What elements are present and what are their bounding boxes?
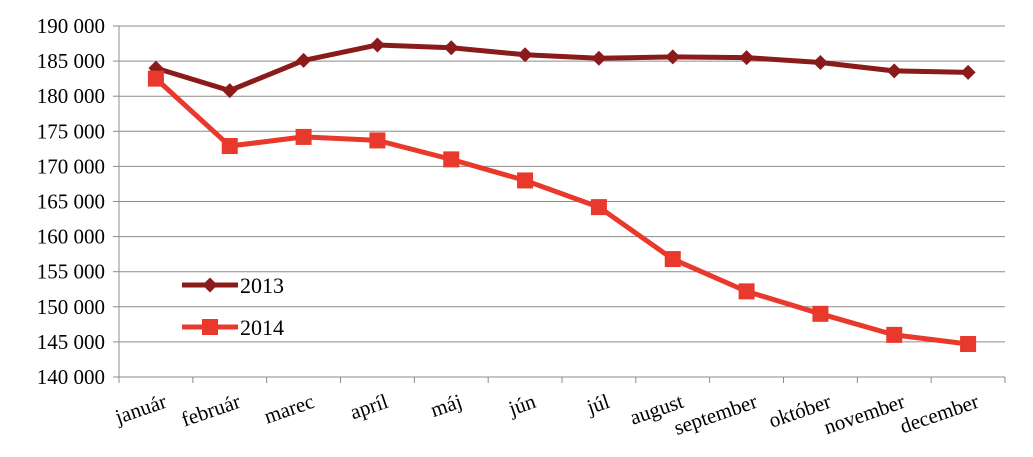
data-point bbox=[590, 199, 607, 216]
y-tick-label: 150 000 bbox=[37, 295, 105, 319]
y-tick-label: 185 000 bbox=[37, 49, 105, 73]
y-tick-label: 140 000 bbox=[37, 365, 105, 389]
data-point bbox=[960, 64, 976, 80]
data-point bbox=[812, 55, 828, 71]
data-point bbox=[369, 37, 385, 53]
x-tick-label: február bbox=[178, 389, 243, 431]
data-point bbox=[960, 336, 977, 353]
x-tick-labels: január február marec apríl máj jún júl augustse… bbox=[111, 389, 982, 440]
data-point bbox=[812, 305, 829, 322]
gridlines bbox=[119, 25, 1005, 343]
data-point bbox=[738, 283, 755, 300]
x-tick-label: apríl bbox=[347, 389, 391, 424]
data-point bbox=[147, 70, 164, 87]
y-tick-label: 165 000 bbox=[37, 190, 105, 214]
y-tick-label: 155 000 bbox=[37, 260, 105, 284]
axes bbox=[113, 25, 1006, 383]
data-point bbox=[443, 40, 459, 56]
x-tick-label: november bbox=[821, 389, 908, 439]
legend-label: 2013 bbox=[240, 273, 284, 298]
y-tick-labels: 140 000 145 000 150 000 155 000 160 000 165 0… bbox=[37, 14, 105, 389]
data-point bbox=[295, 128, 312, 145]
x-tick-label: september bbox=[671, 389, 760, 440]
series-2014 bbox=[147, 70, 977, 353]
y-tick-label: 145 000 bbox=[37, 330, 105, 354]
data-point bbox=[517, 47, 533, 63]
x-tick-label: máj bbox=[427, 389, 465, 422]
x-tick-label: január bbox=[111, 389, 169, 429]
legend-marker bbox=[202, 277, 218, 293]
data-point bbox=[221, 138, 238, 155]
legend: 2013 2014 bbox=[182, 273, 284, 340]
x-tick-label: december bbox=[897, 389, 982, 438]
data-point bbox=[886, 326, 903, 343]
series-lines bbox=[147, 37, 977, 353]
y-tick-label: 160 000 bbox=[37, 225, 105, 249]
data-point bbox=[222, 83, 238, 99]
x-tick-label: júl bbox=[583, 389, 613, 419]
x-tick-label: jún bbox=[505, 389, 540, 421]
legend-item-2014: 2014 bbox=[182, 315, 284, 340]
data-point bbox=[886, 63, 902, 79]
y-tick-label: 175 000 bbox=[37, 119, 105, 143]
data-point bbox=[296, 52, 312, 68]
y-tick-label: 170 000 bbox=[37, 154, 105, 178]
data-point bbox=[517, 172, 534, 189]
data-point bbox=[443, 151, 460, 168]
legend-marker bbox=[202, 319, 218, 335]
data-point bbox=[664, 251, 681, 268]
data-point bbox=[739, 50, 755, 66]
x-tick-label: marec bbox=[261, 389, 317, 428]
legend-item-2013: 2013 bbox=[182, 273, 284, 298]
data-point bbox=[591, 50, 607, 66]
series-line bbox=[154, 76, 969, 347]
data-point bbox=[369, 132, 386, 149]
series-line bbox=[155, 42, 969, 94]
y-tick-label: 180 000 bbox=[37, 84, 105, 108]
legend-label: 2014 bbox=[240, 315, 284, 340]
data-point bbox=[665, 49, 681, 65]
series-2013 bbox=[148, 37, 976, 99]
y-tick-label: 190 000 bbox=[37, 14, 105, 38]
